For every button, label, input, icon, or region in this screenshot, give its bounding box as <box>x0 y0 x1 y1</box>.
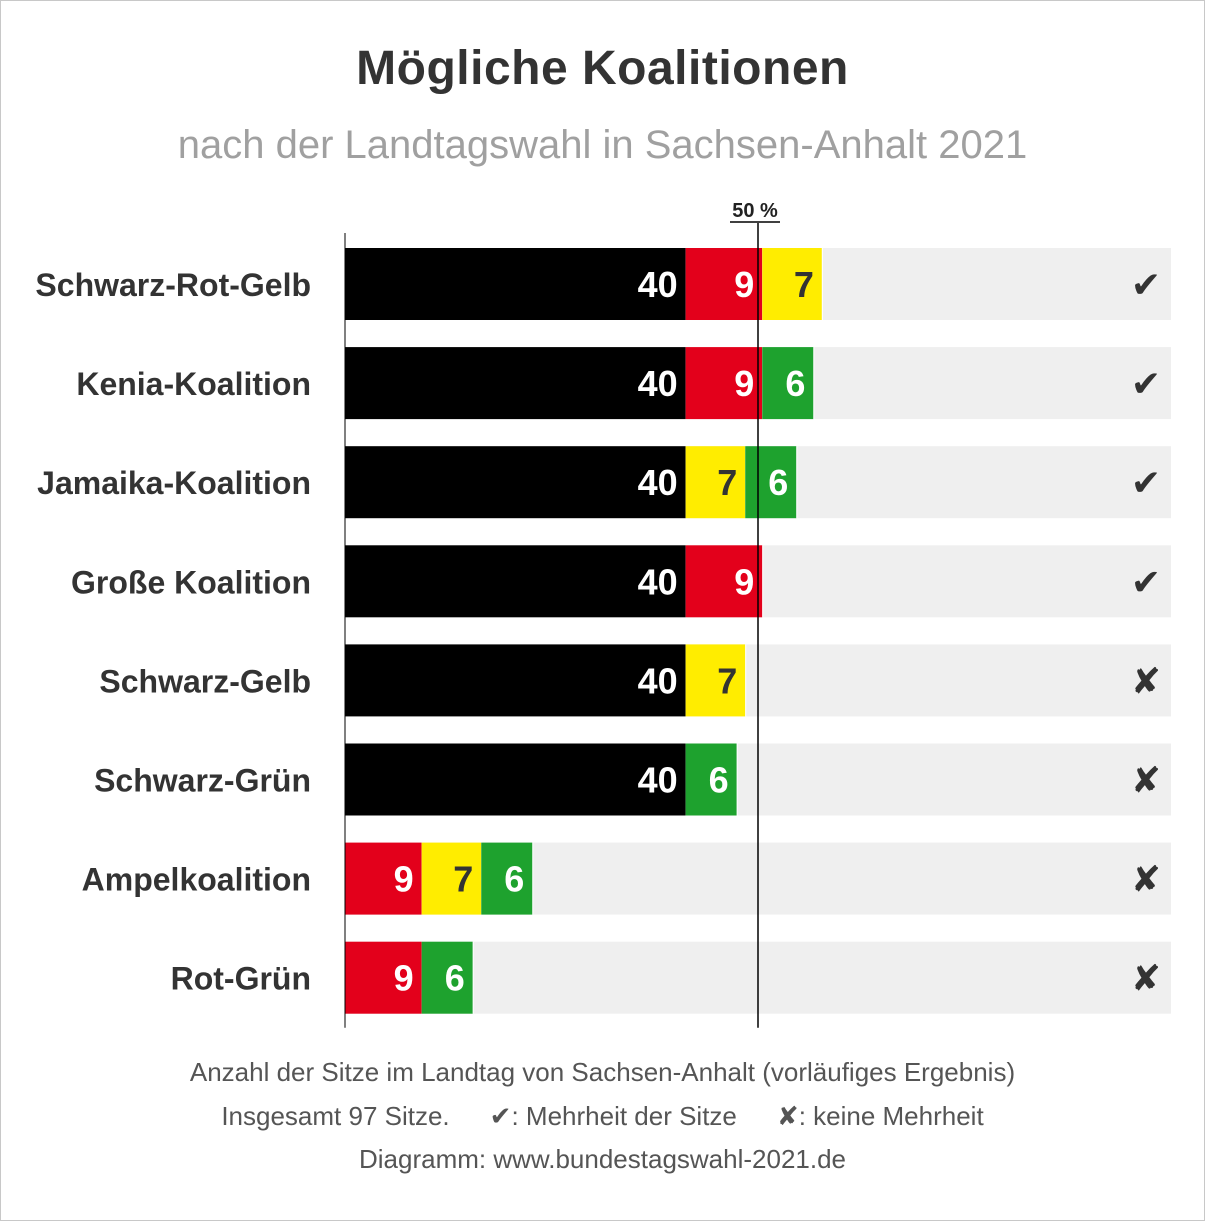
data-label: 7 <box>453 859 473 900</box>
data-label: 6 <box>768 462 788 503</box>
check-icon: ✔ <box>1131 463 1161 504</box>
data-label: 40 <box>638 561 678 602</box>
legend-majority-text: Mehrheit der Sitze <box>525 1101 737 1131</box>
check-icon: ✔ <box>489 1101 512 1131</box>
footer-total: Insgesamt 97 Sitze. <box>221 1101 450 1131</box>
bar-row: Jamaika-Koalition 40 7 6 ✔ <box>37 446 1171 519</box>
check-icon: ✔ <box>1131 364 1161 405</box>
check-icon: ✔ <box>1131 562 1161 603</box>
bar-segment-red <box>685 248 763 320</box>
bar-row: Kenia-Koalition 40 9 6 ✔ <box>76 347 1171 420</box>
bar-row: Schwarz-Gelb 40 7 ✘ <box>99 644 1171 717</box>
footer-description: Anzahl der Sitze im Landtag von Sachsen-… <box>189 1057 1016 1087</box>
bar-segment-yellow <box>685 446 746 519</box>
segment-divider <box>736 743 738 816</box>
segment-divider <box>821 248 823 320</box>
bar-segment-green <box>745 446 797 519</box>
segment-divider <box>813 347 815 420</box>
segment-divider <box>745 644 747 717</box>
bar-segment-green <box>685 743 737 816</box>
data-label: 40 <box>638 760 678 801</box>
bar-segment-green <box>481 842 533 915</box>
cross-icon: ✘ <box>1131 761 1161 802</box>
category-label: Schwarz-Grün <box>94 763 311 799</box>
segment-divider <box>796 446 798 519</box>
bar-segment-red <box>345 842 422 915</box>
bar-row: Schwarz-Rot-Gelb 40 9 7 ✔ <box>35 248 1171 320</box>
bar-segment-yellow <box>685 644 746 717</box>
category-label: Jamaika-Koalition <box>37 465 311 501</box>
data-label: 9 <box>394 958 414 999</box>
data-label: 40 <box>638 264 678 305</box>
data-label: 6 <box>785 363 805 404</box>
data-label: 6 <box>445 958 465 999</box>
data-label: 7 <box>794 264 814 305</box>
cross-icon: ✘ <box>776 1101 799 1131</box>
data-label: 40 <box>638 363 678 404</box>
bar-row: Ampelkoalition 9 7 6 ✘ <box>82 842 1171 915</box>
bar-segment-green <box>421 941 473 1014</box>
chart-subtitle: nach der Landtagswahl in Sachsen-Anhalt … <box>177 123 1028 167</box>
data-label: 9 <box>734 561 754 602</box>
bar-segment-green <box>762 347 814 420</box>
category-label: Schwarz-Gelb <box>99 663 311 699</box>
bar-segment-red <box>345 941 422 1014</box>
bar-row: Rot-Grün 9 6 ✘ <box>171 941 1171 1014</box>
category-label: Rot-Grün <box>171 961 311 997</box>
bar-segment-yellow <box>421 842 482 915</box>
data-label: 9 <box>734 264 754 305</box>
segment-divider <box>532 842 534 915</box>
cross-icon: ✘ <box>1131 860 1161 901</box>
bar-segment-black <box>345 347 686 420</box>
data-label: 7 <box>717 660 737 701</box>
data-label: 6 <box>504 859 524 900</box>
segment-divider <box>472 941 474 1014</box>
data-label: 7 <box>717 462 737 503</box>
bar-segment-red <box>685 347 763 420</box>
category-label: Ampelkoalition <box>82 862 311 898</box>
cross-icon: ✘ <box>1131 661 1161 702</box>
footer-source: Diagramm: www.bundestagswahl-2021.de <box>358 1144 847 1174</box>
bar-segment-red <box>685 545 763 618</box>
footer-legend: Insgesamt 97 Sitze. ✔: Mehrheit der Sitze… <box>221 1101 984 1131</box>
data-label: 6 <box>709 760 729 801</box>
bar-segment-black <box>345 248 686 320</box>
bar-segment-black <box>345 743 686 816</box>
data-label: 9 <box>394 859 414 900</box>
chart-title: Mögliche Koalitionen <box>356 42 849 95</box>
segment-divider <box>762 545 764 618</box>
coalition-bar-chart: Schwarz-Rot-Gelb 40 9 7 ✔Kenia-Koalition 40 9 6… <box>35 200 1171 1028</box>
data-label: 9 <box>734 363 754 404</box>
bar-row: Große Koalition 40 9 ✔ <box>71 545 1171 618</box>
category-label: Schwarz-Rot-Gelb <box>35 267 311 303</box>
bar-segment-black <box>345 644 686 717</box>
check-icon: ✔ <box>1131 265 1161 306</box>
data-label: 40 <box>638 660 678 701</box>
majority-label: 50 % <box>732 200 778 222</box>
bar-segment-yellow <box>762 248 822 320</box>
bar-row: Schwarz-Grün 40 6 ✘ <box>94 743 1171 816</box>
bar-segment-black <box>345 446 686 519</box>
data-label: 40 <box>638 462 678 503</box>
category-label: Große Koalition <box>71 564 311 600</box>
bar-segment-black <box>345 545 686 618</box>
category-label: Kenia-Koalition <box>76 366 311 402</box>
legend-no-majority-text: keine Mehrheit <box>813 1101 984 1131</box>
cross-icon: ✘ <box>1131 959 1161 1000</box>
